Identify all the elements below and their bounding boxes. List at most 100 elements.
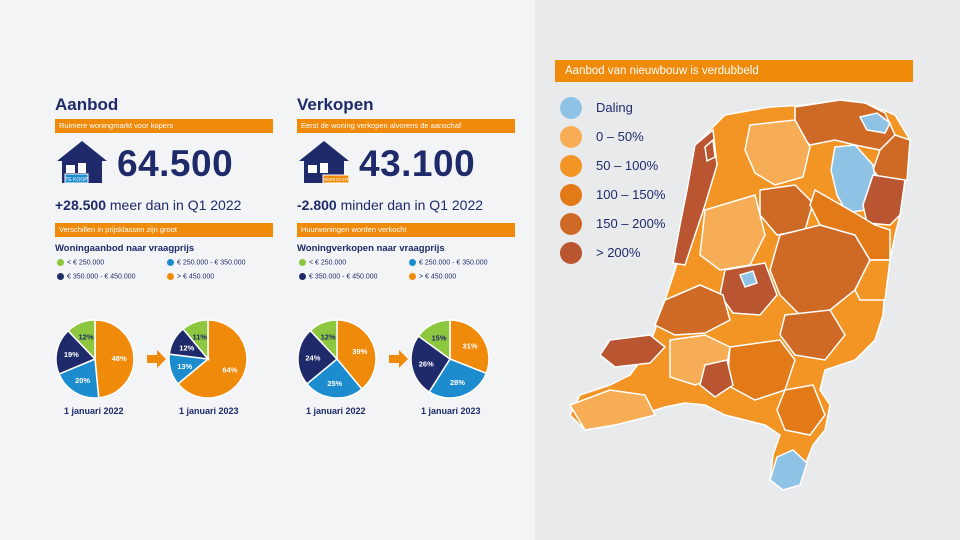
verkopen-number: 43.100 [359, 143, 476, 184]
legend-label: < € 250.000 [67, 259, 105, 267]
legend-dot-green [57, 259, 64, 266]
legend-item-250-350: € 250.000 - € 350.000 [409, 259, 488, 266]
pie-slice-label: 64% [222, 365, 237, 374]
map-region-zeeland-south-0-50 [568, 389, 657, 431]
map-legend-label: > 200% [596, 245, 641, 260]
legend-dot-darkorange [560, 184, 582, 206]
verkopen-delta-value: -2.800 [297, 197, 337, 213]
verkopen-rental-bar: Huurwoningen worden verkocht [297, 223, 515, 237]
aanbod-delta-text: meer dan in Q1 2022 [106, 197, 242, 213]
pie-slice-label: 12% [79, 333, 94, 342]
map-region-friesland-0-50 [744, 119, 811, 186]
netherlands-map [568, 99, 911, 491]
pie-slice [176, 319, 248, 399]
legend-item-250-350: € 250.000 - € 350.000 [167, 259, 246, 266]
aanbod-section: Aanbod Ruimere woningmarkt voor kopers T… [55, 95, 275, 287]
legend-dot-orange [560, 155, 582, 177]
house-for-sale-icon: TE KOOP [57, 141, 107, 184]
left-panel [0, 0, 535, 540]
pie-verkopen-2022: 39% 25% 24% 12% [297, 319, 377, 399]
map-title-bar: Aanbod van nieuwbouw is verdubbeld [555, 60, 913, 82]
map-region-texel-200 [704, 138, 716, 163]
legend-label: < € 250.000 [309, 259, 347, 267]
verkopen-section: Verkopen Eerst de woning verkopen alvore… [297, 95, 517, 287]
legend-label: € 350.000 - € 450.000 [309, 273, 378, 281]
pie-slice [336, 319, 377, 391]
verkopen-subtitle-bar: Eerst de woning verkopen alvorens de aan… [297, 119, 515, 133]
map-region-zuidholland-150 [654, 284, 731, 336]
map-legend-label: 0 – 50% [596, 129, 644, 144]
verkopen-title: Verkopen [297, 95, 374, 114]
legend-dot-orange [409, 273, 416, 280]
pie-slice [410, 335, 452, 393]
map-region-limburg-100 [776, 384, 826, 436]
pie-aanbod-2023: 64% 13% 12% 11% [168, 319, 248, 399]
legend-item-lt250: < € 250.000 [57, 259, 104, 266]
pie-slice-label: 19% [64, 350, 79, 359]
pie-slice-label: 13% [177, 362, 192, 371]
map-legend-label: Daling [596, 100, 633, 115]
verkopen-pies: 39% 25% 24% 12% 31% 28% 26% 15% [297, 319, 490, 399]
pie-slice-label: 26% [419, 360, 434, 369]
aanbod-date-2022: 1 januari 2022 [64, 406, 124, 416]
arrow-right-icon [389, 350, 408, 368]
pie-slice-label: 12% [321, 333, 336, 342]
verkopen-delta: -2.800 minder dan in Q1 2022 [297, 197, 517, 219]
pie-slice-label: 20% [75, 376, 90, 385]
legend-item-350-450: € 350.000 - € 450.000 [299, 273, 378, 280]
legend-dot-navy [299, 273, 306, 280]
legend-item-lt250: < € 250.000 [299, 259, 346, 266]
legend-dot-orange [167, 273, 174, 280]
aanbod-delta: +28.500 meer dan in Q1 2022 [55, 197, 275, 219]
house-tag-text: TE KOOP [65, 177, 88, 183]
pie-slice-label: 31% [462, 341, 477, 350]
aanbod-title: Aanbod [55, 95, 119, 114]
aanbod-date-2023: 1 januari 2023 [179, 406, 239, 416]
map-region-noordholland-200 [672, 128, 718, 266]
pie-slice-label: 12% [179, 343, 194, 352]
legend-label: > € 450.000 [419, 273, 457, 281]
aanbod-subtitle-bar: Ruimere woningmarkt voor kopers [55, 119, 273, 133]
aanbod-number: 64.500 [117, 143, 234, 184]
map-legend-label: 100 – 150% [596, 187, 666, 202]
pie-aanbod-2022: 48% 20% 19%12% [55, 319, 135, 399]
map-region-rivier-150 [779, 309, 846, 361]
legend-dot-rust [560, 213, 582, 235]
verkopen-delta-text: minder dan in Q1 2022 [336, 197, 484, 213]
arrow-right-icon [147, 350, 166, 368]
aanbod-price-bar: Verschillen in prijsklassen zijn groot [55, 223, 273, 237]
verkopen-date-2023: 1 januari 2023 [421, 406, 481, 416]
map-region-brabant-200 [699, 359, 734, 398]
aanbod-chart-title: Woningaanbod naar vraagprijs [55, 243, 195, 254]
legend-dot-red [560, 242, 582, 264]
legend-item-gt450: > € 450.000 [167, 273, 214, 280]
pie-slice-label: 24% [305, 353, 320, 362]
map-region-center-daling [738, 270, 758, 288]
pie-slice [55, 329, 97, 376]
legend-dot-lightorange [560, 126, 582, 148]
map-region-twente-50 [854, 259, 891, 301]
legend-dot-blue [167, 259, 174, 266]
pie-slice-label: 11% [193, 332, 208, 341]
pie-slice-label: 39% [352, 347, 367, 356]
house-sold-icon: VERKOCHT [299, 141, 350, 184]
verkopen-date-2022: 1 januari 2022 [306, 406, 366, 416]
map-region-north-daling [858, 112, 891, 134]
legend-item-gt450: > € 450.000 [409, 273, 456, 280]
pie-slice [417, 319, 451, 361]
aanbod-legend: < € 250.000 € 250.000 - € 350.000 € 350.… [55, 257, 275, 287]
legend-label: > € 450.000 [177, 273, 215, 281]
legend-item-350-450: € 350.000 - € 450.000 [57, 273, 136, 280]
pie-slice [67, 319, 96, 361]
verkopen-legend: < € 250.000 € 250.000 - € 350.000 € 350.… [297, 257, 517, 287]
aanbod-pies: 48%20%19%12% 64%13%12%11% [55, 319, 248, 399]
house-tag-text: VERKOCHT [323, 177, 349, 182]
legend-label: € 250.000 - € 350.000 [177, 259, 246, 267]
legend-dot-lightblue [560, 97, 582, 119]
map-region-east-200 [862, 174, 906, 226]
pie-slice [297, 329, 339, 385]
pie-slice [305, 357, 363, 399]
pie-slice [428, 358, 488, 399]
pie-slice [58, 357, 100, 399]
map-region-zeeland-200 [598, 334, 667, 368]
